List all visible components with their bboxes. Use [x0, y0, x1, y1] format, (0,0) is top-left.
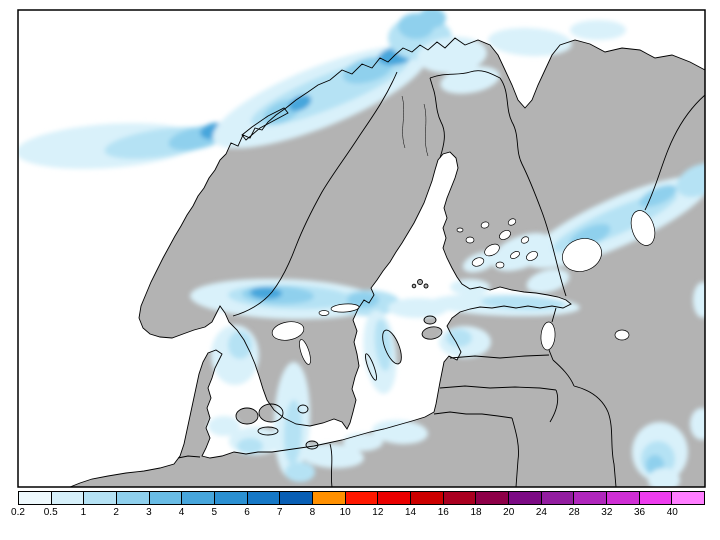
legend-color-cell: [638, 491, 673, 505]
precip-cell: [374, 319, 392, 371]
legend-tick-label: 36: [634, 507, 646, 518]
legend-tick-label: 14: [405, 507, 417, 518]
legend-color-cell: [442, 491, 477, 505]
precip-cell: [343, 433, 383, 451]
legend-color-cell: [148, 491, 183, 505]
legend-color-cell: [508, 491, 542, 505]
legend-tick-label: 18: [470, 507, 482, 518]
legend-color-cell: [50, 491, 85, 505]
precip-cell: [418, 10, 446, 28]
precip-cell: [446, 329, 472, 347]
legend-color-cell: [246, 491, 281, 505]
legend-tick-label: 2: [113, 507, 119, 518]
precip-cell: [491, 232, 553, 272]
legend-tick-label: 6: [244, 507, 250, 518]
precip-cell: [417, 36, 487, 74]
precip-cell: [288, 94, 312, 112]
legend-color-cell: [606, 491, 640, 505]
precip-cell: [648, 468, 680, 487]
precipitation-layer: [18, 10, 705, 487]
legend-tick-label: 28: [568, 507, 580, 518]
legend-color-cell: [671, 491, 706, 505]
legend-tick-label: 3: [146, 507, 152, 518]
precip-cell: [440, 66, 500, 94]
precip-cell: [488, 27, 572, 57]
precip-cell: [450, 279, 490, 295]
legend-tick-label: 0.5: [43, 507, 58, 518]
legend-tick-label: 8: [309, 507, 316, 518]
legend-tick-label: 10: [339, 507, 351, 518]
legend-tick-label: 0.2: [11, 507, 25, 518]
precip-cell: [347, 292, 379, 308]
legend-tick-label: 16: [437, 507, 449, 518]
legend-color-cell: [116, 491, 150, 505]
precip-cell: [570, 20, 626, 40]
lakes-layer: [271, 210, 656, 365]
borders-layer: [177, 70, 705, 487]
precip-cell: [690, 408, 705, 440]
legend-color-cell: [312, 491, 346, 505]
precipitation-color-scale: [18, 491, 706, 505]
legend-color-cell: [377, 491, 412, 505]
precip-cell: [372, 419, 428, 445]
legend-tick-label: 1: [80, 507, 87, 518]
legend-color-cell: [18, 491, 52, 505]
legend-color-cell: [83, 491, 118, 505]
rivers-layer: [401, 95, 429, 157]
legend-tick-label: 4: [178, 507, 185, 518]
legend-tick-label: 20: [503, 507, 515, 518]
precip-cell: [285, 462, 315, 482]
precipitation-scale-labels: 0.2 0.5 1 2 3 4 5 6 7 8 10 12 14 16 18 20 24 28 32 36 40: [11, 507, 705, 521]
legend-tick-label: 32: [601, 507, 613, 518]
legend-color-cell: [214, 491, 248, 505]
precip-cell: [228, 331, 252, 359]
legend-tick-label: 40: [666, 507, 678, 518]
legend-tick-label: 5: [211, 507, 218, 518]
legend-color-cell: [475, 491, 510, 505]
legend-color-cell: [279, 491, 314, 505]
precip-cell: [342, 56, 394, 84]
legend-color-cell: [573, 491, 608, 505]
precip-cell: [693, 282, 705, 318]
legend-color-cell: [181, 491, 216, 505]
legend-tick-label: 24: [535, 507, 547, 518]
precip-cell: [237, 438, 263, 454]
legend-tick-label: 12: [372, 507, 384, 518]
legend-color-cell: [410, 491, 444, 505]
precip-cell: [208, 416, 240, 436]
map-frame: [17, 9, 706, 488]
precip-cell: [526, 268, 570, 294]
legend-color-cell: [344, 491, 379, 505]
legend-tick-label: 7: [276, 507, 283, 518]
precip-cell: [676, 162, 705, 198]
legend-color-cell: [540, 491, 575, 505]
